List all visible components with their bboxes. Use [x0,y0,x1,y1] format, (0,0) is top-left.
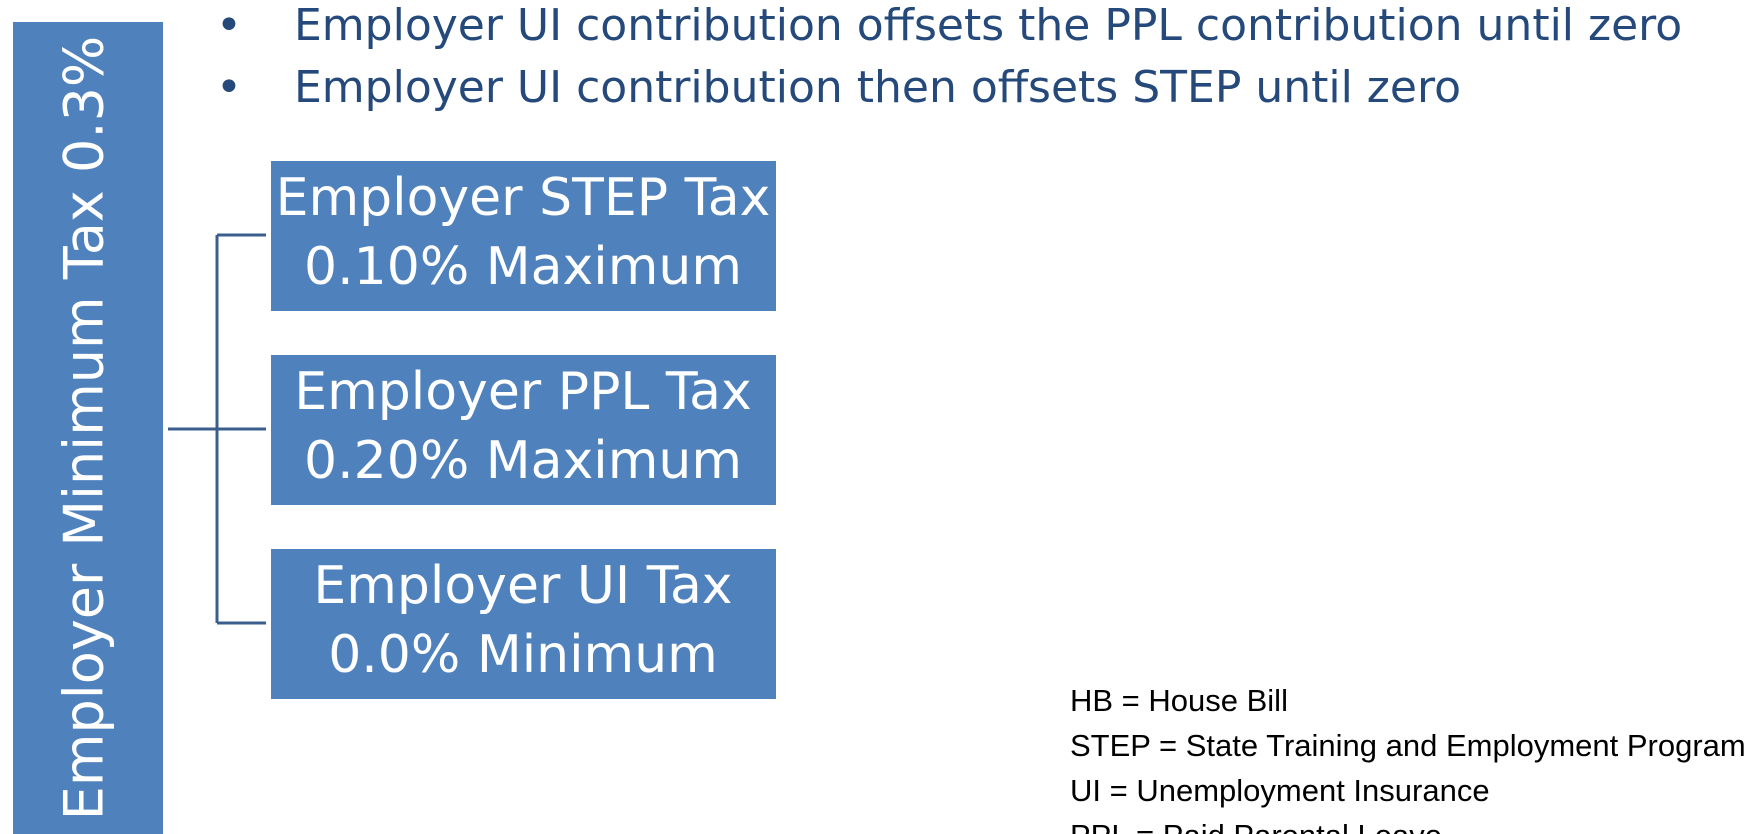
bracket [168,233,266,625]
bullet-dot: • [216,0,242,51]
legend-entry: UI = Unemployment Insurance [1070,773,1490,808]
tax-box [271,549,776,699]
tax-box [271,355,776,505]
legend-entry: STEP = State Training and Employment Pro… [1070,728,1746,763]
legend-entry: HB = House Bill [1070,683,1288,718]
sidebar-title: Employer Minimum Tax 0.3% [53,36,116,820]
legend-entry: PPL = Paid Parental Leave [1070,818,1442,834]
tax-box-rate: 0.20% Maximum [304,431,742,491]
bullet-dot: • [216,62,242,113]
tax-box [271,161,776,311]
tax-box-rate: 0.0% Minimum [328,625,718,685]
bullet-text: Employer UI contribution then offsets ST… [294,62,1461,113]
tax-box-rate: 0.10% Maximum [304,237,742,297]
boxes: Employer STEP Tax 0.10% Maximum Employer P… [271,161,776,699]
legend: HB = House Bill STEP = State Training and… [1070,683,1746,834]
tax-box-title: Employer PPL Tax [294,362,751,422]
tax-box-title: Employer UI Tax [313,556,732,616]
sidebar-box [13,22,163,834]
bullet-text: Employer UI contribution offsets the PPL… [294,0,1682,51]
tax-box-title: Employer STEP Tax [276,168,771,228]
